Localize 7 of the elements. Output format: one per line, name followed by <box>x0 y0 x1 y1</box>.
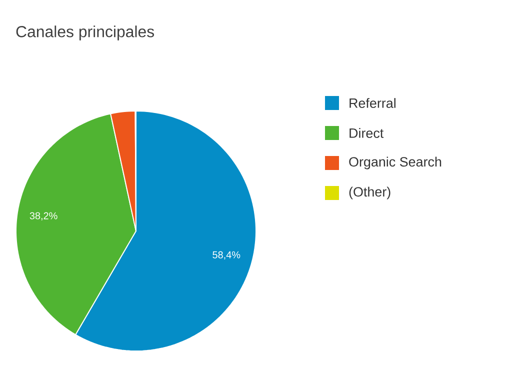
legend-label: Referral <box>350 98 396 108</box>
legend-label: (Other) <box>349 186 390 200</box>
data-label: 58,4% <box>212 251 240 260</box>
legend-label: Organic Search <box>349 156 442 170</box>
chart-title: Canales principales <box>16 26 154 40</box>
legend-label: Direct <box>350 128 384 138</box>
data-label: 38,2% <box>30 212 58 220</box>
